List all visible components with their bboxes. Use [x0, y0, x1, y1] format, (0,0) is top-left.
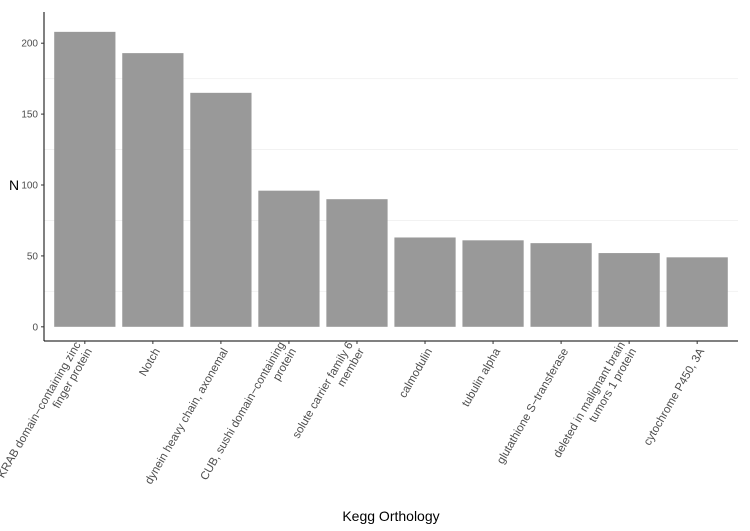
bar: [394, 237, 456, 327]
x-tick-label-group: cytochrome P450, 3A: [642, 346, 708, 448]
bar: [598, 253, 660, 327]
y-axis-title: N: [9, 177, 19, 193]
x-tick-label-group: tubulin alpha: [460, 346, 503, 409]
bars: [54, 31, 728, 327]
y-tick-label: 0: [32, 322, 38, 333]
y-tick-label: 100: [21, 181, 38, 192]
bar: [530, 243, 592, 327]
bar: [54, 31, 116, 327]
x-tick-label-group: calmodulin: [397, 347, 435, 401]
x-tick-label: KRAB domain−containing zinc: [0, 340, 84, 480]
y-tick-label: 200: [21, 39, 38, 50]
y-tick-label: 50: [27, 251, 39, 262]
y-tick-label: 150: [21, 110, 38, 121]
x-tick-label: Notch: [138, 347, 163, 379]
x-tick-label: cytochrome P450, 3A: [642, 346, 708, 448]
bar: [462, 240, 524, 327]
bar: [190, 92, 252, 327]
x-tick-label: solute carrier family 6: [291, 340, 356, 441]
bar: [258, 190, 320, 327]
bar: [666, 257, 728, 327]
x-axis-title: Kegg Orthology: [342, 508, 439, 524]
bar: [326, 199, 388, 327]
y-axis-ticks: 0 50 100 150 200: [21, 39, 44, 333]
bar: [122, 53, 184, 327]
x-tick-label-group: Notch: [138, 347, 163, 379]
x-tick-label: calmodulin: [397, 347, 435, 401]
x-tick-label: tubulin alpha: [460, 346, 503, 409]
